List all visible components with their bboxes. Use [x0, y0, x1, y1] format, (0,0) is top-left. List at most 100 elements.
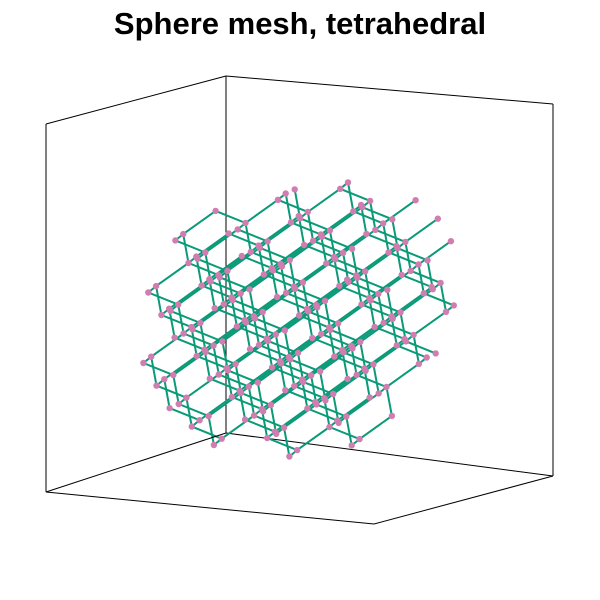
mesh-edge: [173, 375, 178, 404]
mesh-edge: [342, 327, 374, 350]
mesh-node: [246, 286, 252, 292]
mesh-edge: [227, 248, 259, 271]
mesh-node: [221, 301, 227, 307]
mesh-node: [219, 338, 225, 344]
mesh-node: [424, 257, 430, 263]
mesh-node: [272, 429, 278, 435]
bounding-box-front: [46, 124, 553, 524]
mesh-edge: [387, 387, 392, 416]
mesh-edge: [246, 200, 278, 223]
mesh-node: [358, 301, 364, 307]
mesh-node: [410, 332, 416, 338]
mesh-edge: [329, 304, 361, 327]
mesh-node: [357, 339, 363, 345]
mesh-node: [170, 372, 176, 378]
mesh-node: [228, 294, 234, 300]
mesh-node: [281, 424, 287, 430]
mesh-edge: [200, 397, 232, 420]
mesh-node: [371, 324, 377, 330]
mesh-node: [394, 342, 400, 348]
mesh-edge: [441, 283, 446, 312]
mesh-node: [370, 361, 376, 367]
mesh-edge: [324, 375, 356, 398]
mesh-node: [194, 353, 200, 359]
mesh-edge: [378, 294, 383, 323]
mesh-node: [175, 301, 181, 307]
mesh-node: [246, 383, 252, 389]
mesh-node: [183, 395, 189, 401]
mesh-edge: [262, 386, 294, 409]
mesh-node: [327, 227, 333, 233]
mesh-node: [384, 287, 390, 293]
mesh-node: [273, 331, 279, 337]
mesh-edge: [214, 346, 219, 375]
mesh-edge: [218, 252, 250, 275]
mesh-node: [216, 371, 222, 377]
mesh-node: [451, 302, 457, 308]
mesh-node: [180, 231, 186, 237]
mesh-node: [393, 243, 399, 249]
mesh-node: [269, 265, 275, 271]
mesh-edge: [321, 211, 353, 234]
mesh-edge: [340, 189, 370, 201]
mesh-node: [176, 401, 182, 407]
mesh-node: [299, 376, 305, 382]
mesh-node: [301, 242, 307, 248]
mesh-edge: [369, 275, 401, 298]
mesh-node: [207, 375, 213, 381]
mesh-edge: [267, 316, 299, 339]
mesh-node: [321, 395, 327, 401]
mesh-edge: [370, 201, 375, 230]
mesh-node: [318, 331, 324, 337]
mesh-edge: [360, 416, 392, 439]
mesh-node: [380, 220, 386, 226]
mesh-edge: [378, 271, 410, 294]
mesh-edge: [216, 211, 246, 223]
mesh-edge: [308, 189, 340, 212]
mesh-node: [366, 295, 372, 301]
mesh-edge: [246, 223, 251, 252]
mesh-edge: [241, 270, 273, 293]
mesh-edge: [178, 305, 183, 334]
mesh-node: [388, 313, 394, 319]
mesh-node: [234, 323, 240, 329]
mesh-edge: [405, 242, 410, 271]
mesh-edge: [284, 404, 316, 427]
mesh-node: [296, 213, 302, 219]
mesh-node: [322, 298, 328, 304]
mesh-edge: [169, 286, 201, 309]
mesh-edge: [346, 417, 351, 446]
mesh-node: [343, 413, 349, 419]
mesh-node: [255, 242, 261, 248]
mesh-edge: [391, 293, 423, 316]
mesh-node: [196, 417, 202, 423]
mesh-node: [264, 435, 270, 441]
mesh-edge: [254, 293, 286, 316]
mesh-node: [300, 279, 306, 285]
mesh-node: [198, 282, 204, 288]
mesh-node: [189, 423, 195, 429]
mesh-node: [158, 312, 164, 318]
mesh-node: [305, 209, 311, 215]
mesh-edge: [173, 352, 205, 375]
mesh-edge: [307, 286, 339, 309]
mesh-edge: [192, 427, 222, 439]
mesh-edge: [387, 364, 419, 387]
box-edge: [226, 76, 553, 104]
mesh-node: [340, 250, 346, 256]
box-edge: [374, 476, 553, 524]
mesh-node: [161, 376, 167, 382]
mesh-node: [437, 280, 443, 286]
mesh-edge: [164, 356, 196, 379]
mesh-node: [255, 379, 261, 385]
mesh-node: [261, 271, 267, 277]
mesh-node: [428, 284, 434, 290]
mesh-edge: [320, 348, 352, 371]
mesh-node: [326, 424, 332, 430]
mesh-edge: [311, 352, 343, 375]
mesh-edge: [276, 311, 308, 334]
mesh-node: [296, 312, 302, 318]
mesh-node: [295, 350, 301, 356]
mesh-edge: [271, 382, 303, 405]
